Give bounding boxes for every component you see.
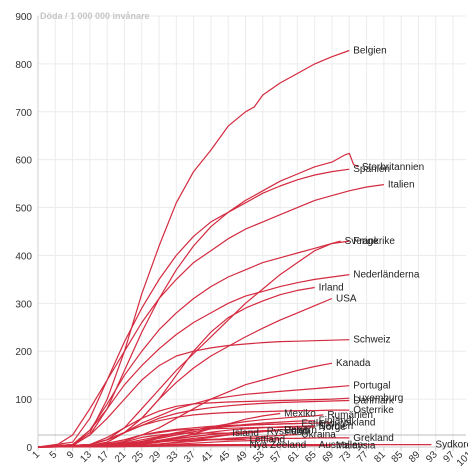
y-tick-label: 600 bbox=[15, 156, 32, 167]
series-line bbox=[37, 168, 350, 448]
y-tick-label: 100 bbox=[15, 395, 32, 406]
series-label: Kanada bbox=[336, 358, 371, 369]
series-line bbox=[37, 444, 432, 448]
grid bbox=[37, 15, 466, 448]
series-label: Ungern bbox=[284, 425, 317, 436]
series-label: Österrike bbox=[353, 404, 394, 416]
series-label: USA bbox=[336, 294, 357, 305]
x-tick-label: 49 bbox=[234, 449, 250, 465]
x-tick-label: 69 bbox=[320, 449, 336, 465]
x-tick-label: 93 bbox=[424, 449, 440, 465]
series-line bbox=[37, 184, 384, 448]
series-label: Finland bbox=[319, 416, 352, 427]
series-label: Portugal bbox=[353, 381, 390, 392]
x-tick-label: 57 bbox=[269, 449, 285, 465]
series-label: Ukraina bbox=[301, 430, 336, 441]
x-tick-label: 13 bbox=[78, 449, 94, 465]
series-label: Belgien bbox=[353, 45, 386, 56]
x-tick-label: 21 bbox=[113, 449, 129, 465]
y-tick-label: 800 bbox=[15, 60, 32, 71]
x-tick-label: 5 bbox=[48, 449, 60, 461]
series-label: Island bbox=[232, 428, 259, 439]
y-tick-label: 0 bbox=[26, 443, 32, 454]
x-tick-label: 41 bbox=[199, 449, 215, 465]
series-label: Serbien bbox=[319, 421, 353, 432]
series-line bbox=[37, 339, 350, 448]
series-line bbox=[37, 409, 350, 448]
series-label: Schweiz bbox=[353, 335, 390, 346]
series-label: Australien bbox=[319, 440, 363, 451]
x-tick-label: 85 bbox=[390, 449, 406, 465]
x-tick-label: 33 bbox=[165, 449, 181, 465]
series-line bbox=[37, 49, 350, 448]
y-axis-label: Döda / 1 000 000 invånare bbox=[40, 11, 150, 21]
x-tick-label: 45 bbox=[217, 449, 233, 465]
y-tick-label: 400 bbox=[15, 251, 32, 262]
y-tick-label: 300 bbox=[15, 299, 32, 310]
x-tick-label: 65 bbox=[303, 449, 319, 465]
series-label: Mexiko bbox=[284, 408, 316, 419]
y-tick-label: 200 bbox=[15, 347, 32, 358]
series-line bbox=[37, 426, 315, 448]
x-tick-label: 1 bbox=[30, 449, 42, 461]
series-label: Danmark bbox=[353, 396, 395, 407]
x-tick-label: 17 bbox=[96, 449, 112, 465]
series-lines bbox=[37, 49, 432, 448]
x-tick-label: 9 bbox=[65, 449, 77, 461]
series-label: Spanien bbox=[353, 164, 390, 175]
series-label: Nya Zeeland bbox=[250, 440, 307, 451]
y-tick-label: 900 bbox=[15, 12, 32, 23]
x-tick-label: 25 bbox=[130, 449, 146, 465]
series-label: Luxemburg bbox=[353, 393, 403, 404]
series-label: Ryssland bbox=[267, 427, 308, 438]
series-label: Tyskland bbox=[336, 418, 375, 429]
series-line bbox=[37, 240, 341, 448]
series-label: Grekland bbox=[353, 433, 394, 444]
series-label: Lettland bbox=[250, 434, 286, 445]
series-line bbox=[37, 297, 333, 448]
x-tick-label: 61 bbox=[286, 449, 302, 465]
series-line bbox=[37, 437, 350, 448]
x-tick-label: 37 bbox=[182, 449, 198, 465]
series-label: Frankrike bbox=[353, 236, 395, 247]
x-tick-label: 53 bbox=[251, 449, 267, 465]
series-label: Polen bbox=[284, 426, 310, 437]
series-line bbox=[37, 240, 350, 448]
y-tick-label: 500 bbox=[15, 204, 32, 215]
series-line bbox=[37, 397, 350, 448]
y-tick-label: 700 bbox=[15, 108, 32, 119]
series-line bbox=[37, 428, 307, 448]
series-label: Estland bbox=[301, 419, 334, 430]
series-label: Malaysia bbox=[336, 441, 376, 452]
series-label: Nederländerna bbox=[353, 270, 420, 281]
series-label: Norge bbox=[319, 422, 347, 433]
series-label: Irland bbox=[319, 283, 344, 294]
series-line bbox=[37, 274, 350, 448]
x-tick-label: 101 bbox=[455, 449, 468, 469]
series-label: Italien bbox=[388, 180, 415, 191]
series-line bbox=[37, 444, 272, 448]
x-tick-label: 29 bbox=[148, 449, 164, 465]
series-label: Sverige bbox=[345, 236, 379, 247]
series-label: Storbritannien bbox=[362, 162, 424, 173]
x-tick-label: 89 bbox=[407, 449, 423, 465]
series-label: Sydkorea bbox=[435, 440, 468, 451]
series-label: Rumänien bbox=[327, 410, 373, 421]
